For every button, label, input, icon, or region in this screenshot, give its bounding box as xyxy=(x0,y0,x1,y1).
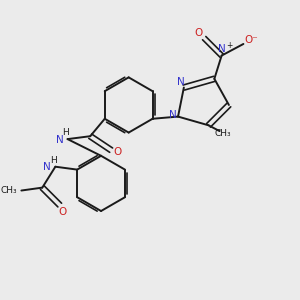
Text: CH₃: CH₃ xyxy=(1,186,17,195)
Text: O: O xyxy=(113,148,122,158)
Text: N: N xyxy=(169,110,177,120)
Text: O⁻: O⁻ xyxy=(245,34,258,45)
Text: CH₃: CH₃ xyxy=(215,129,231,138)
Text: N: N xyxy=(177,77,185,87)
Text: +: + xyxy=(226,41,233,50)
Text: N: N xyxy=(56,135,64,145)
Text: H: H xyxy=(62,128,69,137)
Text: N: N xyxy=(218,44,226,54)
Text: O: O xyxy=(58,207,66,217)
Text: N: N xyxy=(44,162,51,172)
Text: O: O xyxy=(195,28,203,38)
Text: H: H xyxy=(50,156,57,165)
